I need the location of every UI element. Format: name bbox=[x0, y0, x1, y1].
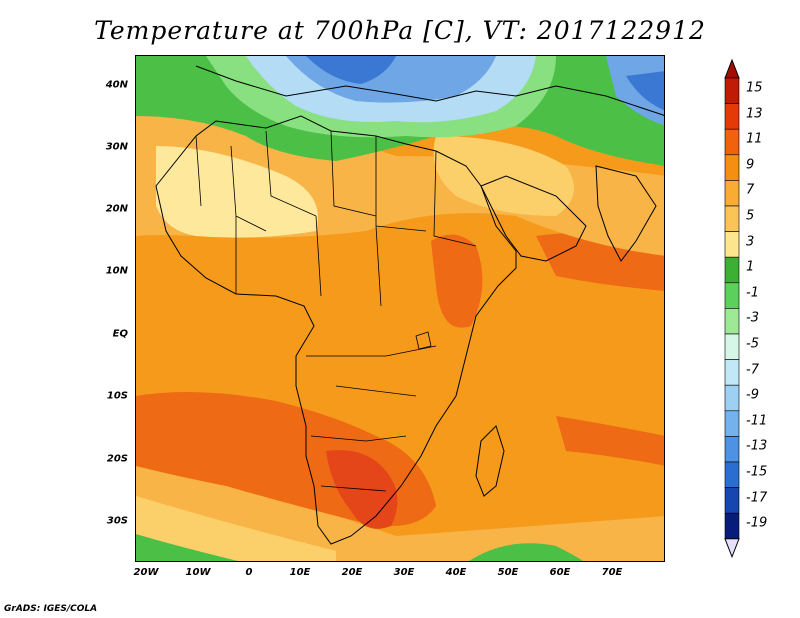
colorbar-segment bbox=[724, 436, 740, 463]
colorbar-segment bbox=[724, 512, 740, 540]
lon-label-10e: 10E bbox=[289, 567, 311, 578]
lat-label-20s: 20S bbox=[106, 453, 128, 465]
africa-coastline bbox=[155, 115, 517, 545]
colorbar-segment bbox=[724, 77, 740, 104]
field-ethiopia-hot bbox=[431, 234, 483, 328]
colorbar-segment bbox=[724, 359, 740, 386]
colorbar-segment bbox=[724, 461, 740, 488]
colorbar-segment bbox=[724, 282, 740, 309]
colorbar-segment bbox=[724, 205, 740, 232]
lon-label-20w: 20W bbox=[133, 567, 159, 578]
lon-label-10w: 10W bbox=[185, 567, 211, 578]
colorbar-label: -11 bbox=[746, 413, 768, 429]
field-sahara-pale bbox=[156, 146, 318, 238]
colorbar-top-arrow bbox=[724, 58, 740, 79]
field-south-green-2 bbox=[469, 543, 584, 561]
madagascar-coastline bbox=[475, 425, 505, 497]
colorbar-segment bbox=[724, 308, 740, 335]
lon-label-40e: 40E bbox=[445, 567, 467, 578]
lat-label-20n: 20N bbox=[105, 203, 128, 215]
colorbar-label: 15 bbox=[746, 80, 763, 96]
colorbar-label: -15 bbox=[746, 464, 768, 480]
lon-label-70e: 70E bbox=[601, 567, 623, 578]
lon-label-0: 0 bbox=[245, 567, 253, 578]
field-asia-darkblue bbox=[626, 71, 664, 111]
lon-label-30e: 30E bbox=[393, 567, 415, 578]
colorbar-segment bbox=[724, 180, 740, 207]
colorbar-segment bbox=[724, 154, 740, 181]
chart-title: Temperature at 700hPa [C], VT: 201712291… bbox=[94, 16, 706, 45]
colorbar-segment bbox=[724, 256, 740, 284]
colorbar-label: 11 bbox=[746, 131, 763, 147]
colorbar-segment bbox=[724, 231, 740, 258]
temperature-map bbox=[135, 55, 665, 562]
field-south-green bbox=[136, 534, 238, 561]
colorbar-label: 7 bbox=[746, 182, 755, 198]
credit-text: GrADS: IGES/COLA bbox=[4, 604, 98, 614]
colorbar-label: 1 bbox=[746, 259, 755, 275]
colorbar-segment bbox=[724, 103, 740, 130]
colorbar-label: -17 bbox=[746, 490, 768, 506]
colorbar-label: -19 bbox=[746, 515, 768, 531]
lat-label-30n: 30N bbox=[105, 141, 128, 153]
colorbar-label: 9 bbox=[746, 157, 755, 173]
europe-coastline bbox=[195, 65, 664, 116]
field-arabia-mild bbox=[433, 136, 574, 216]
lat-label-eq: EQ bbox=[112, 328, 128, 340]
colorbar-label: -3 bbox=[746, 310, 759, 326]
map-field bbox=[136, 56, 664, 561]
field-east-hot bbox=[556, 416, 664, 466]
colorbar-label: -5 bbox=[746, 336, 759, 352]
colorbar-label: -1 bbox=[746, 285, 759, 301]
india-coastline bbox=[595, 165, 657, 262]
lon-label-60e: 60E bbox=[549, 567, 571, 578]
colorbar-label: 5 bbox=[746, 208, 755, 224]
colorbar-label: -9 bbox=[746, 387, 759, 403]
colorbar-segment bbox=[724, 410, 740, 437]
colorbar-label: -13 bbox=[746, 438, 768, 454]
colorbar-bottom-arrow bbox=[724, 538, 740, 559]
colorbar-label: -7 bbox=[746, 362, 759, 378]
colorbar-segment bbox=[724, 333, 740, 360]
field-south-mild bbox=[136, 496, 336, 561]
colorbar bbox=[724, 58, 740, 559]
lat-label-40n: 40N bbox=[105, 79, 128, 91]
colorbar-label: 13 bbox=[746, 106, 763, 122]
field-north-darkblue bbox=[306, 56, 396, 84]
colorbar-segment bbox=[724, 384, 740, 412]
country-borders bbox=[195, 130, 477, 492]
colorbar-segment bbox=[724, 128, 740, 156]
lat-label-30s: 30S bbox=[106, 515, 128, 527]
lon-label-20e: 20E bbox=[341, 567, 363, 578]
lat-label-10s: 10S bbox=[106, 390, 128, 402]
lon-label-50e: 50E bbox=[497, 567, 519, 578]
colorbar-label: 3 bbox=[746, 234, 755, 250]
arabia-coastline bbox=[480, 175, 587, 262]
lat-label-10n: 10N bbox=[105, 265, 128, 277]
colorbar-segment bbox=[724, 487, 740, 514]
lake-victoria bbox=[415, 331, 432, 350]
